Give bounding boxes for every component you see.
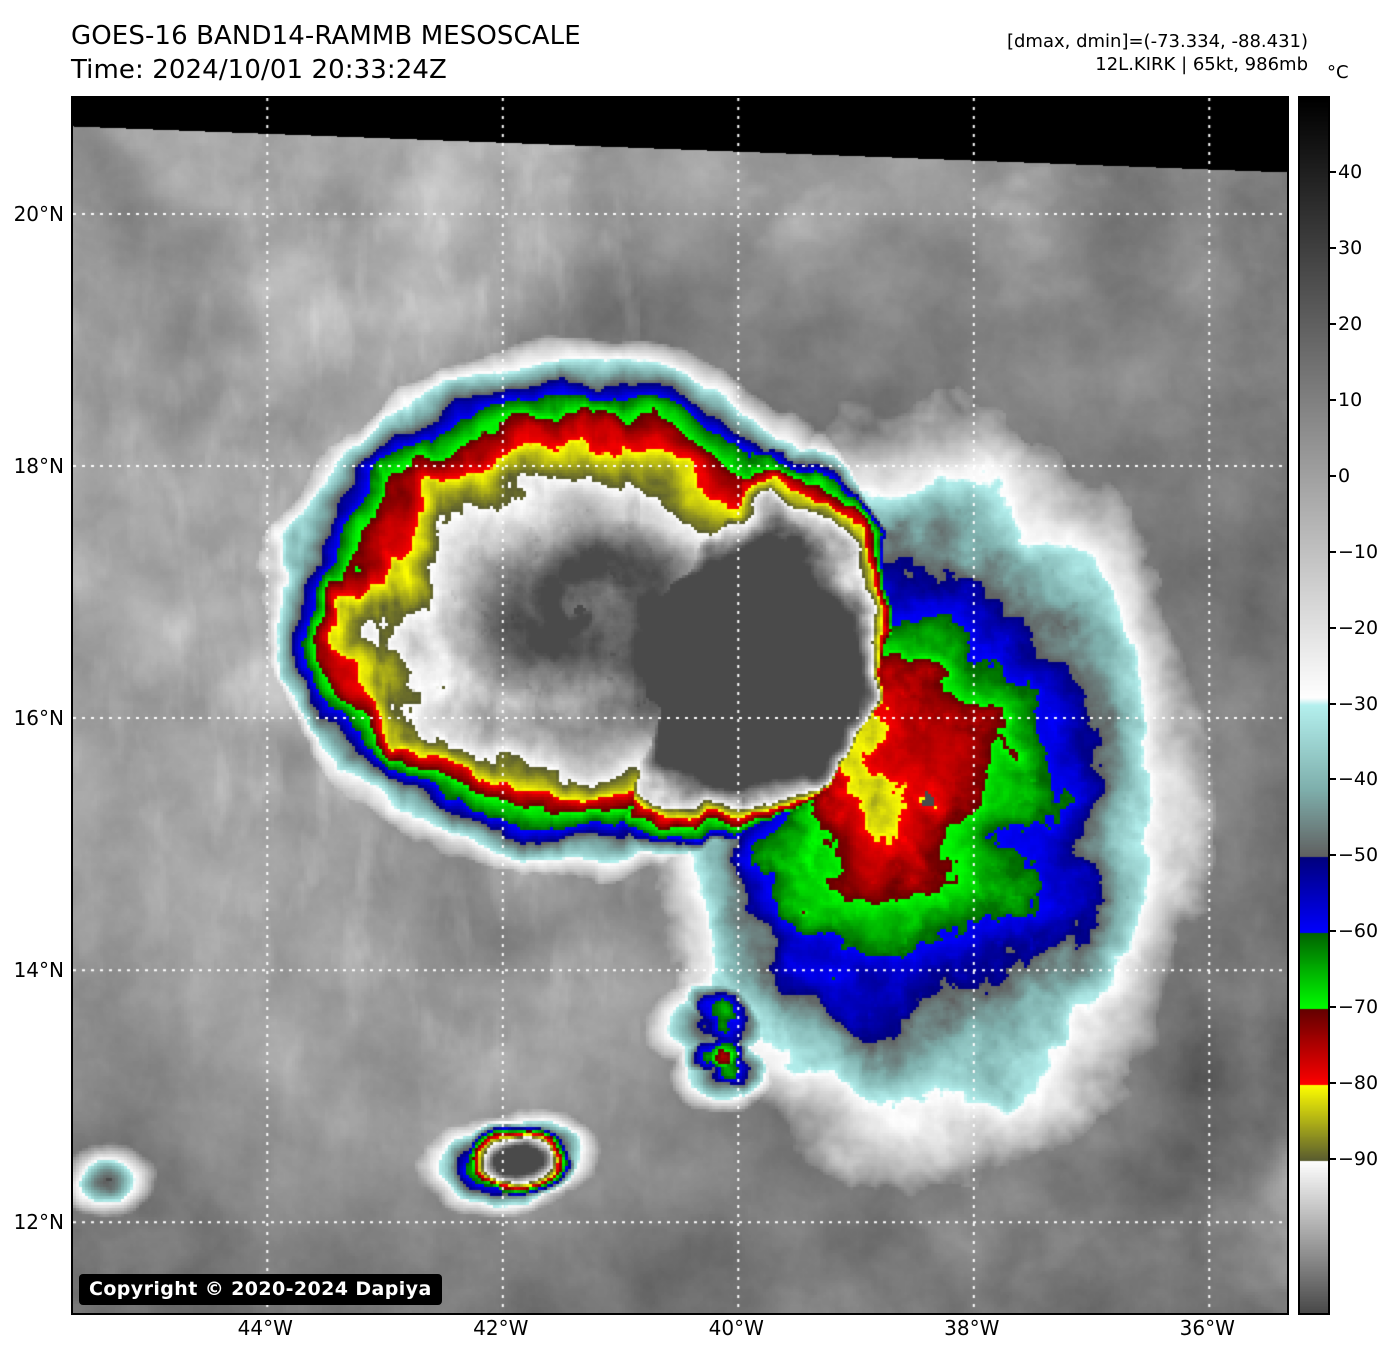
longitude-tick-label: 44°W <box>237 1316 293 1340</box>
satellite-plot-area: Copyright © 2020-2024 Dapiya <box>71 96 1289 1315</box>
colorbar-tick-mark <box>1328 1006 1336 1009</box>
latitude-tick-label: 16°N <box>13 706 64 731</box>
colorbar-tick-label: 0 <box>1338 464 1351 487</box>
colorbar-tick-label: 30 <box>1338 236 1363 259</box>
latitude-axis: 12°N 14°N 16°N 18°N 20°N <box>0 96 64 1311</box>
colorbar-tick-mark <box>1328 778 1336 781</box>
colorbar-tick-label: 20 <box>1338 312 1363 335</box>
colorbar-tick-label: −10 <box>1338 540 1379 563</box>
longitude-tick-label: 36°W <box>1179 1316 1235 1340</box>
colorbar-tick-mark <box>1328 474 1336 477</box>
figure-title-block: GOES-16 BAND14-RAMMB MESOSCALE Time: 202… <box>71 20 581 88</box>
longitude-tick-label: 38°W <box>944 1316 1000 1340</box>
colorbar-tick-label: −30 <box>1338 692 1379 715</box>
longitude-axis: 44°W 42°W 40°W 38°W 36°W <box>71 1316 1285 1356</box>
page-title: GOES-16 BAND14-RAMMB MESOSCALE <box>71 21 581 51</box>
colorbar-tick-mark <box>1328 702 1336 705</box>
metadata-block: [dmax, dmin]=(-73.334, -88.431) 12L.KIRK… <box>1007 30 1308 76</box>
latitude-tick-label: 14°N <box>13 958 64 983</box>
colorbar-tick-mark <box>1328 322 1336 325</box>
colorbar-tick-label: −20 <box>1338 616 1379 639</box>
colorbar-tick-mark <box>1328 550 1336 553</box>
colorbar-tick-mark <box>1328 170 1336 173</box>
colorbar-tick-mark <box>1328 626 1336 629</box>
longitude-tick-label: 40°W <box>708 1316 764 1340</box>
brightness-temperature-raster <box>73 98 1287 1313</box>
longitude-tick-label: 42°W <box>473 1316 529 1340</box>
colorbar-tick-mark <box>1328 398 1336 401</box>
colorbar-tick-mark <box>1328 1082 1336 1085</box>
colorbar-tick-mark <box>1328 930 1336 933</box>
colorbar-ticks: 40 30 20 10 0 −10 −20 −30 −40 −50 −60 −70 −80 −90 <box>1328 96 1388 1311</box>
latitude-tick-label: 18°N <box>13 454 64 479</box>
colorbar-tick-label: −40 <box>1338 768 1379 791</box>
copyright-watermark: Copyright © 2020-2024 Dapiya <box>79 1274 442 1305</box>
colorbar <box>1298 96 1330 1315</box>
colorbar-gradient <box>1300 98 1328 1313</box>
colorbar-tick-mark <box>1328 246 1336 249</box>
colorbar-unit-label: °C <box>1327 62 1349 83</box>
colorbar-tick-mark <box>1328 1158 1336 1161</box>
colorbar-tick-label: −70 <box>1338 996 1379 1019</box>
colorbar-tick-label: −50 <box>1338 844 1379 867</box>
observation-time: Time: 2024/10/01 20:33:24Z <box>71 54 447 85</box>
colorbar-tick-label: −60 <box>1338 920 1379 943</box>
dmax-dmin-readout: [dmax, dmin]=(-73.334, -88.431) <box>1006 31 1308 52</box>
colorbar-tick-label: −80 <box>1338 1072 1379 1095</box>
colorbar-tick-label: −90 <box>1338 1148 1379 1171</box>
colorbar-tick-label: 40 <box>1338 160 1363 183</box>
colorbar-tick-mark <box>1328 854 1336 857</box>
colorbar-tick-label: 10 <box>1338 388 1363 411</box>
latitude-tick-label: 20°N <box>13 201 64 226</box>
storm-info-readout: 12L.KIRK | 65kt, 986mb <box>1095 54 1308 76</box>
latitude-tick-label: 12°N <box>13 1210 64 1235</box>
